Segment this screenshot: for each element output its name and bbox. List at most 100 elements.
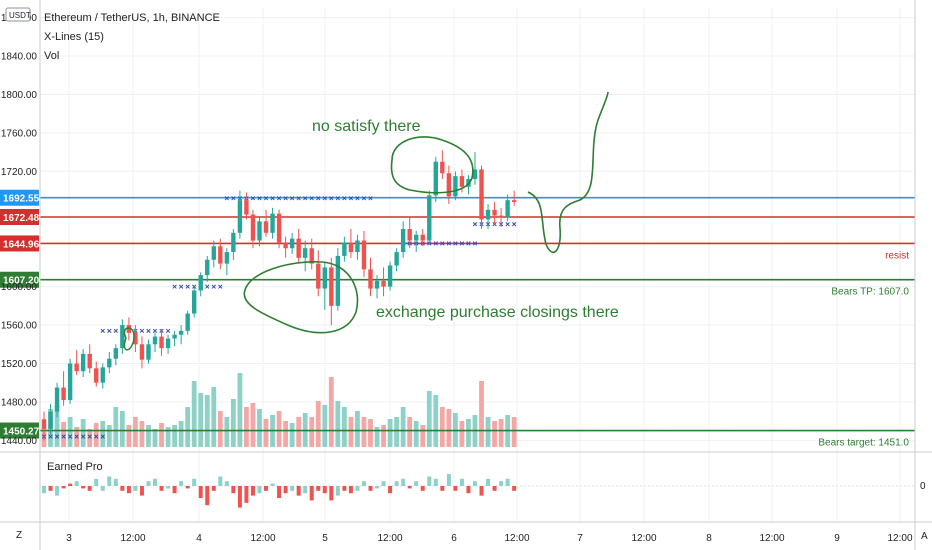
- earned-pro-bar: [316, 486, 321, 491]
- volume-bar: [368, 419, 373, 447]
- earned-pro-bar: [427, 476, 432, 486]
- x-line-mark: [283, 196, 288, 201]
- candle-body: [198, 275, 203, 291]
- x-line-mark: [342, 196, 347, 201]
- volume-bar: [230, 399, 236, 447]
- candle-body: [113, 348, 119, 359]
- candle-body: [459, 176, 465, 187]
- earned-pro-bar: [107, 476, 112, 486]
- volume-bar: [335, 401, 341, 447]
- candle-body: [335, 255, 341, 306]
- indicator-vol[interactable]: Vol: [44, 50, 59, 62]
- currency-badge-box[interactable]: [5, 7, 31, 22]
- candle-body: [237, 200, 243, 233]
- level-price-box: [0, 422, 39, 439]
- earned-pro-bar: [466, 486, 471, 494]
- candle-body: [440, 161, 445, 174]
- y-tick-label: 1440.00: [1, 436, 38, 447]
- earned-pro-bar: [120, 486, 125, 491]
- x-tick-label: 12:00: [377, 533, 402, 544]
- volume-bar: [224, 417, 230, 447]
- earned-pro-bar: [94, 478, 99, 486]
- candle-body: [126, 325, 132, 333]
- x-line-mark: [453, 241, 458, 246]
- currency-badge[interactable]: USDT: [9, 11, 31, 20]
- volume-bar: [250, 403, 256, 447]
- candle-body: [427, 195, 432, 241]
- earned-pro-bar: [231, 486, 236, 494]
- earned-pro-bar: [335, 486, 340, 496]
- x-line-mark: [67, 434, 73, 439]
- volume-bar: [289, 423, 295, 447]
- hand-drawings[interactable]: [123, 91, 609, 351]
- candle-body: [355, 240, 360, 253]
- x-tick-label: 12:00: [887, 533, 912, 544]
- candle-body: [361, 240, 367, 270]
- x-line-mark: [316, 196, 321, 201]
- earned-pro-bar: [270, 483, 275, 486]
- earned-pro-bar: [479, 486, 484, 496]
- earned-pro-pane: [0, 451, 932, 523]
- level-price-box: [0, 209, 39, 226]
- volume-bar: [191, 381, 197, 447]
- earned-pro-bar: [126, 486, 131, 494]
- x-line-mark: [289, 196, 295, 201]
- earned-pro-bar: [283, 486, 288, 494]
- x-line-mark: [466, 241, 471, 246]
- x-tick-label: 5: [322, 533, 328, 544]
- earned-pro-bar: [512, 486, 517, 491]
- earned-pro-bar: [81, 486, 86, 489]
- candle-body: [433, 161, 438, 196]
- subpane-title[interactable]: Earned Pro: [47, 461, 103, 473]
- x-line-mark: [335, 196, 341, 201]
- earned-pro-bar: [303, 486, 308, 494]
- earned-pro-bar: [401, 478, 406, 486]
- indicator-xlines[interactable]: X-Lines (15): [44, 31, 104, 43]
- volume-bar: [479, 381, 484, 447]
- volume-bar: [198, 393, 204, 447]
- x-tick-label: 8: [706, 533, 712, 544]
- x-tick-label: 12:00: [759, 533, 784, 544]
- level-price-label: 1644.96: [3, 239, 40, 250]
- x-line-mark: [250, 196, 256, 201]
- volume-bar: [426, 391, 432, 447]
- volume-bar: [439, 407, 445, 447]
- y-tick-label: 1800.00: [1, 90, 38, 101]
- x-line-mark: [81, 434, 86, 439]
- annotation-top[interactable]: no satisfy there: [312, 118, 421, 135]
- earned-pro-bar: [322, 486, 327, 494]
- volume-bar: [67, 417, 73, 447]
- candle-body: [296, 238, 301, 258]
- horizontal-levels[interactable]: 1692.55 1672.48 1644.96 resist 1607.20 Bears …: [0, 189, 915, 449]
- earned-pro-bar: [113, 478, 118, 486]
- earned-pro-bar: [407, 486, 412, 489]
- earned-pro-bar: [42, 486, 46, 494]
- candle-body: [120, 325, 125, 349]
- volume-bar: [511, 417, 517, 447]
- volume-bar: [93, 423, 99, 447]
- candle-body: [172, 334, 177, 339]
- x-line-mark: [459, 241, 465, 246]
- candle-body: [133, 332, 138, 345]
- earned-pro-bar: [172, 486, 177, 494]
- volume-bar: [87, 429, 93, 447]
- x-line-mark: [146, 328, 151, 334]
- x-line-mark: [512, 222, 517, 227]
- volume-bar: [309, 417, 315, 447]
- annotation-bottom[interactable]: exchange purchase closings there: [376, 304, 619, 321]
- candle-body: [48, 411, 53, 429]
- earned-pro-bar: [440, 486, 445, 491]
- earned-pro-bar: [244, 486, 249, 503]
- candle-body: [387, 265, 393, 287]
- level-price-label: 1672.48: [3, 213, 40, 224]
- earned-pro-bar: [237, 486, 242, 508]
- zoom-icon[interactable]: Z: [16, 530, 22, 541]
- y-tick-label: 1760.00: [1, 128, 38, 139]
- earned-pro-bar: [211, 486, 216, 491]
- level-caption: Bears TP: 1607.0: [831, 287, 909, 298]
- auto-scale-icon[interactable]: A: [921, 531, 928, 542]
- x-tick-label: 3: [66, 533, 72, 544]
- earned-pro-bar: [486, 478, 491, 486]
- volume-bar: [433, 395, 439, 447]
